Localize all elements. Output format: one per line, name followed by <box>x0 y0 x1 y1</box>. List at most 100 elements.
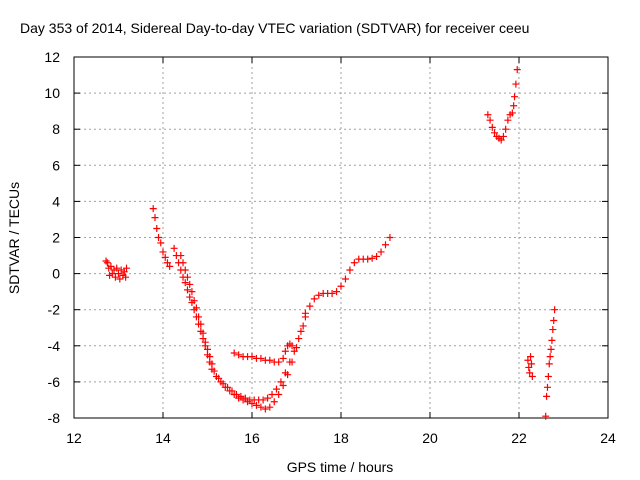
y-tick-label: -4 <box>48 338 61 354</box>
data-point <box>350 259 358 267</box>
data-point <box>281 347 289 355</box>
grid <box>74 57 608 418</box>
data-point <box>120 268 128 276</box>
data-point <box>210 367 218 375</box>
data-point <box>157 239 165 247</box>
data-point <box>237 392 245 400</box>
y-tick-label: -6 <box>48 374 61 390</box>
data-point <box>543 392 551 400</box>
data-point <box>368 254 376 262</box>
y-tick-labels: -8 -6 -4 -2 0 2 4 6 8 10 12 <box>44 49 60 426</box>
data-point <box>219 380 227 388</box>
x-tick-labels: 12 14 16 18 20 22 24 <box>66 430 616 446</box>
data-point <box>310 295 318 303</box>
data-point <box>186 280 194 288</box>
data-point <box>484 111 492 119</box>
data-point <box>279 382 287 390</box>
data-point <box>259 396 267 404</box>
y-tick-label: 10 <box>44 85 60 101</box>
data-point <box>502 125 510 133</box>
data-point <box>306 302 314 310</box>
data-point <box>286 358 294 366</box>
y-tick-label: 0 <box>52 266 60 282</box>
data-point <box>491 129 499 137</box>
data-point <box>301 309 309 317</box>
data-point <box>525 363 533 371</box>
data-point <box>166 262 174 270</box>
chart-title: Day 353 of 2014, Sidereal Day-to-day VTE… <box>20 20 529 36</box>
data-point <box>268 391 276 399</box>
data-point <box>261 405 269 413</box>
x-tick-label: 22 <box>511 430 527 446</box>
data-point <box>183 286 191 294</box>
data-point <box>155 234 163 241</box>
data-point <box>179 259 187 267</box>
data-point <box>208 360 216 368</box>
x-tick-label: 18 <box>333 430 349 446</box>
y-axis-label: SDTVAR / TECUs <box>6 182 22 294</box>
data-point <box>115 270 122 278</box>
data-point <box>504 116 512 124</box>
data-point <box>257 403 265 411</box>
y-tick-label: 2 <box>52 230 60 246</box>
data-point <box>257 354 265 362</box>
x-tick-label: 14 <box>155 430 171 446</box>
data-point <box>543 383 551 391</box>
data-point <box>111 273 119 281</box>
y-tick-label: 8 <box>52 121 60 137</box>
data-point <box>183 273 191 281</box>
data-point <box>551 306 559 314</box>
data-point <box>161 253 169 261</box>
data-point <box>341 275 349 283</box>
data-point <box>328 289 336 297</box>
x-tick-label: 16 <box>244 430 260 446</box>
data-point <box>510 102 518 110</box>
x-tick-label: 12 <box>66 430 82 446</box>
data-point <box>337 282 345 290</box>
data-point <box>151 214 159 222</box>
data-point <box>241 394 249 402</box>
data-point <box>275 358 283 366</box>
data-point <box>511 93 519 101</box>
data-point <box>297 327 305 335</box>
data-point <box>206 353 214 361</box>
data-point <box>235 351 243 359</box>
data-point <box>170 244 178 252</box>
data-point <box>186 293 194 301</box>
data-point <box>181 279 189 287</box>
data-point <box>177 252 185 260</box>
data-point <box>266 356 274 364</box>
data-point <box>488 123 496 131</box>
x-tick-label: 24 <box>600 430 616 446</box>
data-point <box>116 275 124 283</box>
data-point <box>197 320 205 328</box>
data-point <box>512 80 520 88</box>
data-point <box>192 304 200 312</box>
data-point <box>153 224 161 232</box>
data-point <box>252 401 260 409</box>
data-point <box>270 398 278 406</box>
data-point <box>102 257 110 265</box>
data-point <box>181 266 189 274</box>
data-point <box>544 372 552 380</box>
data-point <box>528 372 536 380</box>
y-tick-label: -8 <box>48 410 61 426</box>
data-point <box>513 66 521 74</box>
data-point <box>188 288 196 296</box>
data-point <box>108 270 116 278</box>
data-point <box>204 345 211 353</box>
data-point <box>499 132 507 140</box>
data-point <box>524 356 532 364</box>
data-point <box>228 387 236 395</box>
data-point <box>113 264 121 272</box>
axis-ticks <box>73 56 609 419</box>
data-point <box>163 259 171 267</box>
data-point <box>277 378 285 386</box>
data-point <box>546 353 554 361</box>
data-point <box>230 349 238 357</box>
data-point <box>107 262 115 270</box>
data-point <box>545 360 553 368</box>
data-point <box>299 322 307 330</box>
data-point <box>377 248 385 256</box>
data-point <box>497 136 505 144</box>
